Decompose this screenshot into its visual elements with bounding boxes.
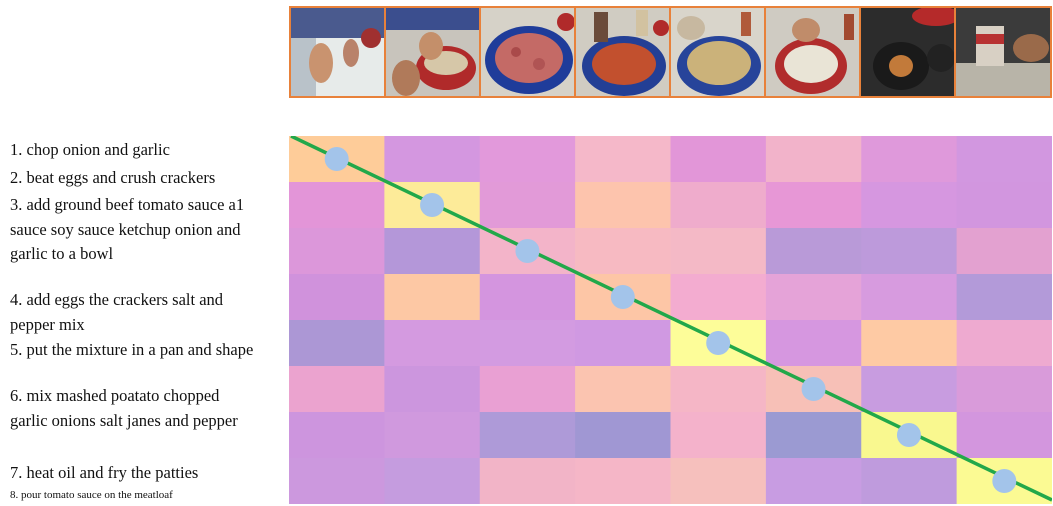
heatmap-cell (479, 320, 576, 367)
heatmap-cell (384, 228, 481, 275)
heatmap-cell (861, 228, 958, 275)
heatmap-cell (956, 228, 1052, 275)
step-item-5: 5. put the mixture in a pan and shape (10, 340, 254, 359)
heatmap-cell (479, 182, 576, 229)
frame-7-thumbnail (859, 6, 956, 98)
step-list: 1. chop onion and garlic 2. beat eggs an… (0, 0, 280, 506)
heatmap-cell (289, 458, 385, 504)
heatmap-cell (575, 366, 671, 413)
heatmap-cell (479, 366, 576, 413)
frame-1-thumbnail (289, 6, 386, 98)
step-item-6: 6. mix mashed poatato chopped garlic oni… (10, 386, 238, 430)
heatmap-cell (861, 182, 958, 229)
heatmap-cell (861, 274, 958, 321)
heatmap-cell (384, 274, 481, 321)
heatmap-cell (765, 182, 862, 229)
frame-3-thumbnail (479, 6, 576, 98)
heatmap-cell (670, 366, 767, 413)
pouring-can-icon (956, 8, 1050, 96)
heatmap-cell (670, 274, 767, 321)
heatmap-cell (575, 458, 671, 504)
alignment-marker (992, 469, 1017, 493)
heatmap-cell (956, 182, 1052, 229)
heatmap-cell (861, 320, 958, 367)
heatmap-cell (479, 458, 576, 504)
alignment-heatmap (289, 136, 1052, 504)
heatmap-cell (670, 136, 767, 183)
heatmap-cell (384, 412, 481, 459)
heatmap-cell (670, 458, 767, 504)
sauce-beef-icon (576, 8, 669, 96)
heatmap-cell (479, 412, 576, 459)
heatmap-cell (289, 228, 385, 275)
heatmap-cell (765, 136, 862, 183)
heatmap-cell (289, 366, 385, 413)
heatmap-cell (956, 412, 1052, 459)
heatmap-cell (479, 274, 576, 321)
step-item-2: 2. beat eggs and crush crackers (10, 168, 216, 187)
frame-5-thumbnail (669, 6, 766, 98)
heatmap-cell (289, 412, 385, 459)
beef-bowl-icon (481, 8, 574, 96)
alignment-marker (801, 377, 826, 401)
heatmap-cell (765, 458, 862, 504)
heatmap-cell (575, 182, 671, 229)
heatmap-cell (289, 320, 385, 367)
heatmap-cell (765, 274, 862, 321)
video-frame-strip (289, 6, 1052, 98)
frame-8-thumbnail (954, 6, 1052, 98)
heatmap-cell (956, 320, 1052, 367)
heatmap-cell (575, 136, 671, 183)
step-item-7: 7. heat oil and fry the patties (10, 463, 199, 482)
heatmap-cell (765, 320, 862, 367)
heatmap-cell (479, 136, 576, 183)
heatmap-cell (670, 182, 767, 229)
alignment-marker (706, 331, 731, 355)
heatmap-cell (861, 136, 958, 183)
heatmap-cell (384, 320, 481, 367)
alignment-marker (896, 423, 921, 447)
alignment-marker (324, 147, 349, 171)
heatmap-cell (765, 412, 862, 459)
frame-2-thumbnail (384, 6, 481, 98)
heatmap-cell (765, 228, 862, 275)
heatmap-cell (861, 366, 958, 413)
white-mix-bowl-icon (766, 8, 859, 96)
heatmap-cell (861, 458, 958, 504)
heatmap-cell (289, 182, 385, 229)
step-item-1: 1. chop onion and garlic (10, 140, 170, 159)
heatmap-cell (289, 274, 385, 321)
heatmap-cell (956, 136, 1052, 183)
heatmap-cell (575, 412, 671, 459)
cutting-board-icon (291, 8, 384, 96)
heatmap-cell (670, 228, 767, 275)
frame-6-thumbnail (764, 6, 861, 98)
step-item-3: 3. add ground beef tomato sauce a1 sauce… (10, 195, 245, 263)
frame-4-thumbnail (574, 6, 671, 98)
heatmap-cell (956, 366, 1052, 413)
alignment-line (290, 136, 1052, 502)
heatmap-cell (670, 412, 767, 459)
frying-pan-icon (861, 8, 954, 96)
heatmap-cell (384, 458, 481, 504)
heatmap-cell (575, 320, 671, 367)
alignment-marker (420, 193, 445, 217)
heatmap-cell (956, 274, 1052, 321)
alignment-matrix (289, 136, 1052, 504)
egg-bowl-icon (386, 8, 479, 96)
heatmap-cell (384, 366, 481, 413)
heatmap-cell (575, 228, 671, 275)
heatmap-cell (384, 136, 481, 183)
alignment-marker (610, 285, 635, 309)
mixture-bowl-icon (671, 8, 764, 96)
step-item-4: 4. add eggs the crackers salt and pepper… (10, 290, 224, 334)
alignment-marker (515, 239, 540, 263)
step-item-8: 8. pour tomato sauce on the meatloaf (10, 489, 173, 501)
